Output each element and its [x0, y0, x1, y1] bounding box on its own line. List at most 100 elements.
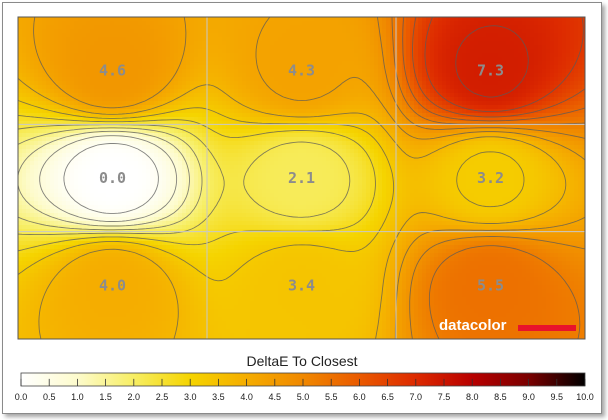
heat-cell — [290, 33, 295, 38]
heat-cell — [202, 77, 207, 82]
heat-cell — [582, 21, 585, 26]
heat-cell — [106, 97, 111, 102]
heat-cell — [414, 73, 419, 78]
heat-cell — [134, 41, 139, 46]
heat-cell — [562, 65, 567, 70]
heat-cell — [126, 109, 131, 114]
heat-cell — [274, 53, 279, 58]
heat-cell — [422, 121, 427, 126]
heat-cell — [554, 73, 559, 78]
heat-cell — [170, 65, 175, 70]
heat-cell — [54, 57, 59, 62]
heat-cell — [318, 117, 323, 122]
heat-cell — [230, 101, 235, 106]
heat-cell — [310, 117, 315, 122]
heat-cell — [114, 109, 119, 114]
heat-cell — [194, 93, 199, 98]
heat-cell — [94, 129, 99, 134]
heat-cell — [174, 77, 179, 82]
heat-cell — [402, 133, 407, 138]
heat-cell — [270, 21, 275, 26]
heat-cell — [290, 101, 295, 106]
heat-cell — [578, 33, 583, 38]
heat-cell — [222, 77, 227, 82]
heat-cell — [114, 137, 119, 142]
heat-cell — [62, 121, 67, 126]
heat-cell — [102, 157, 107, 162]
heat-cell — [222, 117, 227, 122]
heat-cell — [142, 133, 147, 138]
heat-cell — [110, 89, 115, 94]
heat-cell — [578, 89, 583, 94]
heat-cell — [238, 37, 243, 42]
heat-cell — [574, 153, 579, 158]
heat-cell — [202, 65, 207, 70]
heat-cell — [334, 113, 339, 118]
heat-cell — [434, 113, 439, 118]
heat-cell — [402, 121, 407, 126]
heat-cell — [202, 57, 207, 62]
heat-cell — [482, 73, 487, 78]
heat-cell — [542, 105, 547, 110]
heat-cell — [182, 101, 187, 106]
heat-cell — [82, 89, 87, 94]
heat-cell — [482, 53, 487, 58]
heat-cell — [566, 113, 571, 118]
heat-cell — [514, 53, 519, 58]
heat-cell — [226, 145, 231, 150]
heat-cell — [174, 49, 179, 54]
heat-cell — [470, 153, 475, 158]
heat-cell — [150, 73, 155, 78]
heat-cell — [246, 101, 251, 106]
heat-cell — [330, 117, 335, 122]
heat-cell — [486, 77, 491, 82]
heat-cell — [502, 137, 507, 142]
heat-cell — [514, 69, 519, 74]
heat-cell — [362, 25, 367, 30]
heat-cell — [66, 53, 71, 58]
heat-cell — [358, 17, 363, 22]
heat-cell — [490, 29, 495, 34]
heat-cell — [422, 73, 427, 78]
heat-cell — [150, 49, 155, 54]
heat-cell — [454, 49, 459, 54]
heat-cell — [50, 41, 55, 46]
heat-cell — [434, 125, 439, 130]
heat-cell — [26, 145, 31, 150]
heat-cell — [82, 25, 87, 30]
heat-cell — [522, 41, 527, 46]
heat-cell — [542, 65, 547, 70]
heat-cell — [522, 93, 527, 98]
heat-cell — [18, 29, 23, 34]
heat-cell — [174, 29, 179, 34]
heat-cell — [302, 141, 307, 146]
heat-cell — [546, 101, 551, 106]
heat-cell — [194, 137, 199, 142]
heat-cell — [150, 109, 155, 114]
heat-cell — [418, 61, 423, 66]
heat-cell — [18, 93, 23, 98]
heat-cell — [26, 49, 31, 54]
heat-cell — [198, 141, 203, 146]
heat-cell — [438, 57, 443, 62]
heat-cell — [430, 109, 435, 114]
heat-cell — [186, 73, 191, 78]
heat-cell — [338, 49, 343, 54]
heat-cell — [166, 77, 171, 82]
heat-cell — [262, 81, 267, 86]
heat-cell — [154, 89, 159, 94]
heat-cell — [574, 61, 579, 66]
heat-cell — [70, 29, 75, 34]
heat-cell — [218, 77, 223, 82]
heat-cell — [522, 17, 527, 22]
heat-cell — [418, 93, 423, 98]
heat-cell — [34, 145, 39, 150]
heat-cell — [578, 101, 583, 106]
heat-cell — [382, 17, 387, 22]
heat-cell — [538, 45, 543, 50]
heat-cell — [470, 125, 475, 130]
heat-cell — [510, 81, 515, 86]
heat-cell — [254, 153, 259, 158]
heat-cell — [182, 41, 187, 46]
heat-cell — [198, 137, 203, 142]
